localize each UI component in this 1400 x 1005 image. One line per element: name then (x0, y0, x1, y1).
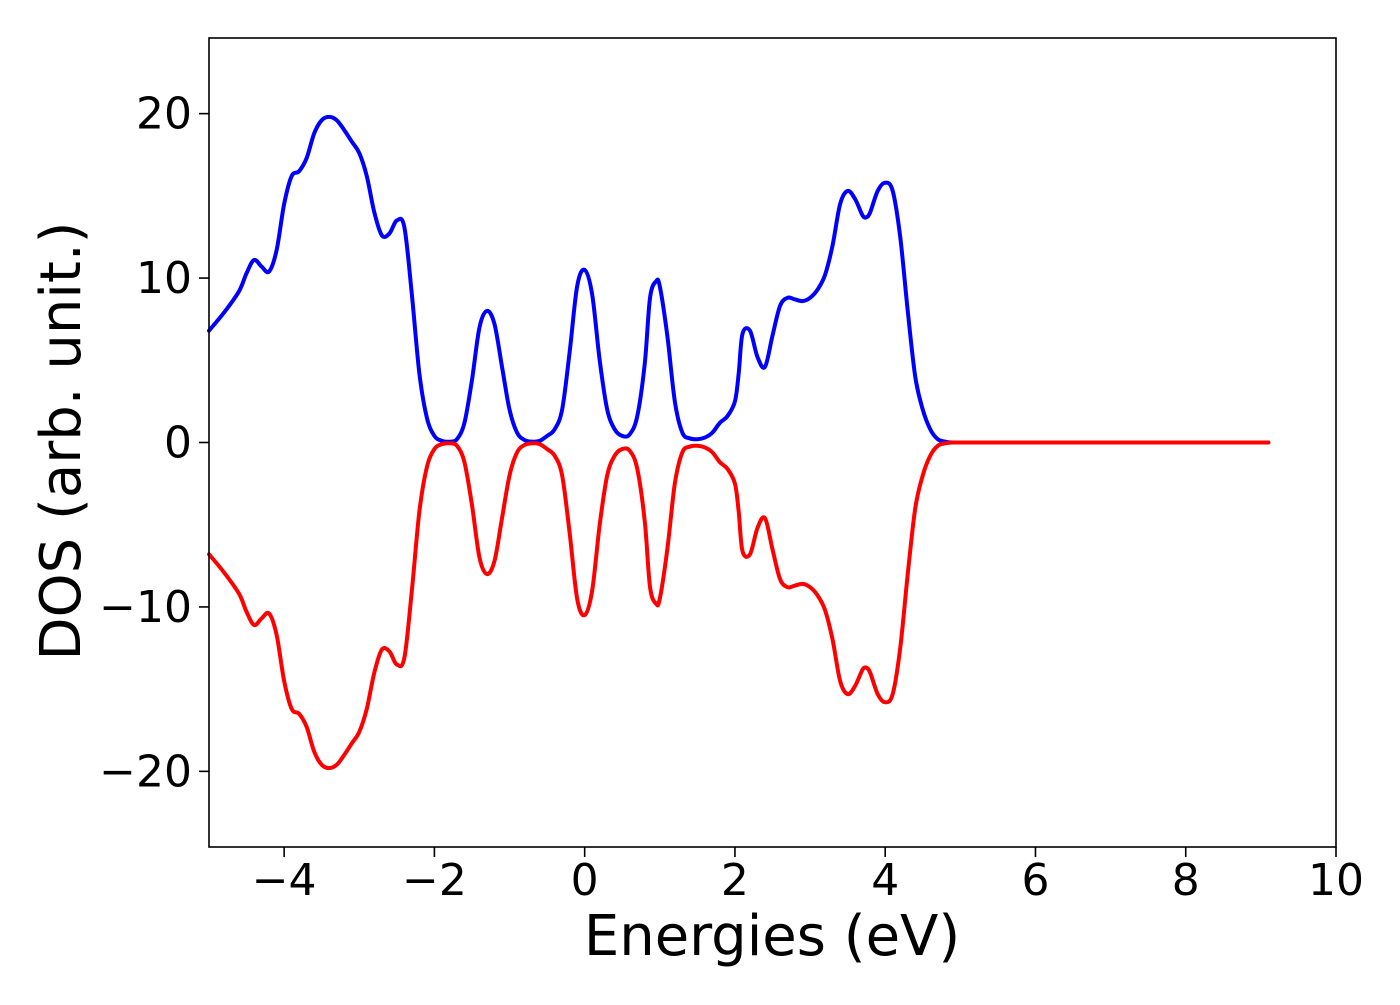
y-tick-label: −10 (99, 582, 192, 633)
x-tick-label: −4 (252, 855, 317, 906)
y-tick-label: 20 (136, 89, 192, 140)
series-layer (207, 114, 1271, 771)
x-tick-label: 6 (1021, 855, 1049, 906)
y-tick-label: 0 (164, 418, 192, 469)
y-tick-label: −20 (99, 746, 192, 797)
x-tick-label: 10 (1308, 855, 1364, 906)
x-tick-label: 8 (1172, 855, 1200, 906)
y-axis-title: DOS (arb. unit.) (29, 221, 94, 660)
x-axis-title: Energies (eV) (584, 904, 960, 969)
x-tick-label: 4 (871, 855, 899, 906)
x-axis-ticks: −4 −2 0 2 4 6 8 10 (252, 847, 1364, 906)
spin-down-line (207, 440, 1271, 771)
y-tick-label: 10 (136, 253, 192, 304)
x-tick-label: −2 (402, 855, 467, 906)
y-axis-ticks: −20 −10 0 10 20 (99, 89, 209, 797)
spin-up-line (207, 114, 1271, 445)
x-tick-label: 0 (571, 855, 599, 906)
x-tick-label: 2 (721, 855, 749, 906)
